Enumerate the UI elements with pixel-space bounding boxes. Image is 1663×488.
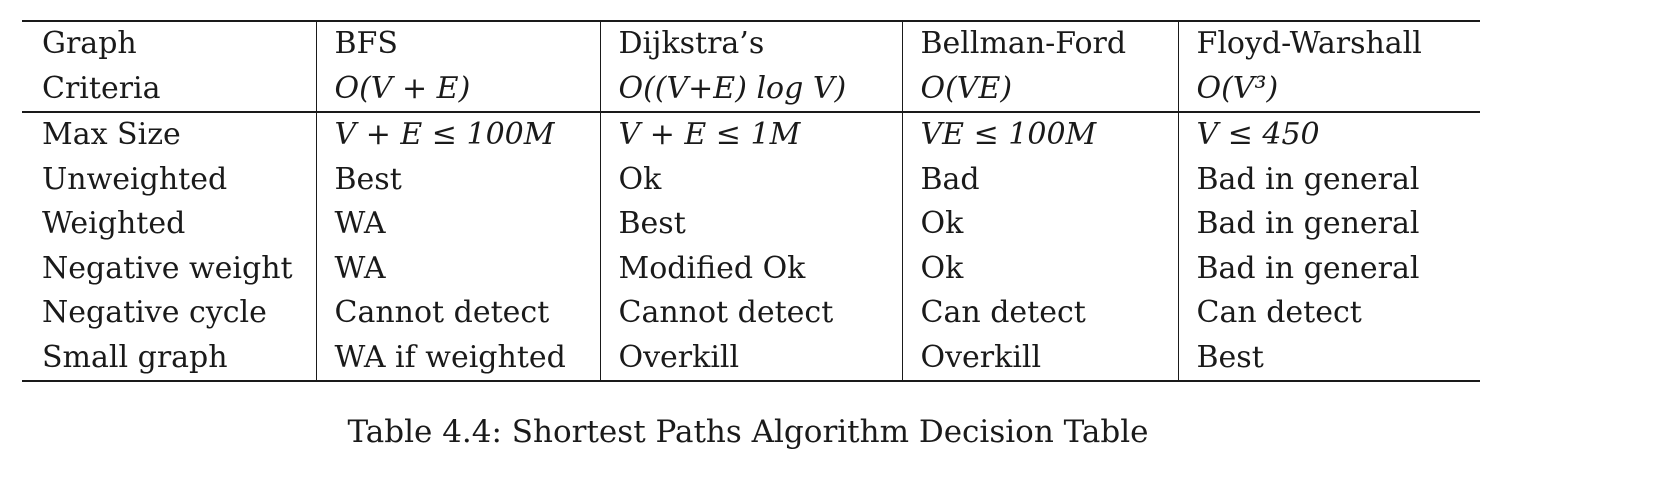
criteria-cell: Weighted <box>42 206 186 241</box>
table-caption: Table 4.4: Shortest Paths Algorithm Deci… <box>347 414 1149 450</box>
decision-table: Graph BFS Dijkstra’s Bellman-Ford Floyd-… <box>22 20 1480 382</box>
table-row: Small graph WA if weighted Overkill Over… <box>22 335 1480 382</box>
criteria-cell: Negative weight <box>42 250 293 286</box>
table-cell: Ok <box>901 202 1178 247</box>
table-row: Weighted WA Best Ok Bad in general <box>22 202 1480 247</box>
header-cell: BFS <box>315 20 600 67</box>
header-cell: Graph <box>22 20 316 67</box>
table-cell: V ≤ 450 <box>1177 112 1480 158</box>
table-cell: Best <box>1177 335 1480 382</box>
header-row-2: Criteria O(V + E) O((V+E) log V) O(VE) O… <box>22 66 1480 113</box>
header-row-1: Graph BFS Dijkstra’s Bellman-Ford Floyd-… <box>22 20 1480 67</box>
criteria-cell: Unweighted <box>42 161 228 197</box>
table-cell: Bad in general <box>1177 246 1480 291</box>
table-cell: Bad in general <box>1177 157 1480 202</box>
complexity-cell: O(V + E) <box>315 66 600 113</box>
table-row: Unweighted Best Ok Bad Bad in general <box>22 157 1480 202</box>
header-cell: Dijkstra’s <box>599 20 902 67</box>
table-cell: Ok <box>901 246 1178 291</box>
table-cell: Ok <box>599 157 902 202</box>
table-cell: Can detect <box>1177 291 1480 336</box>
table-cell: V + E ≤ 100M <box>315 112 600 158</box>
table-cell: VE ≤ 100M <box>901 112 1178 158</box>
header-cell: Bellman-Ford <box>901 20 1178 67</box>
table-cell: Cannot detect <box>599 291 902 336</box>
table-cell: Overkill <box>599 335 902 382</box>
table-cell: WA <box>315 202 600 247</box>
table-cell: Best <box>599 202 902 247</box>
header-cell: Criteria <box>22 66 316 113</box>
criteria-cell: Negative cycle <box>42 295 267 330</box>
header-cell: Floyd-Warshall <box>1177 20 1480 67</box>
table-row: Negative cycle Cannot detect Cannot dete… <box>22 291 1480 336</box>
complexity-cell: O((V+E) log V) <box>599 66 902 113</box>
criteria-cell: Max Size <box>42 117 181 152</box>
table-cell: V + E ≤ 1M <box>599 112 902 158</box>
table-cell: Overkill <box>901 335 1178 382</box>
complexity-cell: O(VE) <box>901 66 1178 113</box>
complexity-cell: O(V³) <box>1177 66 1480 113</box>
table-cell: Modified Ok <box>599 246 902 291</box>
criteria-cell: Small graph <box>22 335 316 382</box>
table-cell: Can detect <box>901 291 1178 336</box>
table-cell: Bad in general <box>1177 202 1480 247</box>
table-cell: Bad <box>901 157 1178 202</box>
table-cell: WA if weighted <box>315 335 600 382</box>
table-cell: Best <box>315 157 600 202</box>
table-row: Negative weight WA Modified Ok Ok Bad in… <box>22 246 1480 291</box>
table-cell: Cannot detect <box>315 291 600 336</box>
table-row: Max Size V + E ≤ 100M V + E ≤ 1M VE ≤ 10… <box>22 112 1480 158</box>
decision-table-container: Graph BFS Dijkstra’s Bellman-Ford Floyd-… <box>22 20 1480 382</box>
table-cell: WA <box>315 246 600 291</box>
